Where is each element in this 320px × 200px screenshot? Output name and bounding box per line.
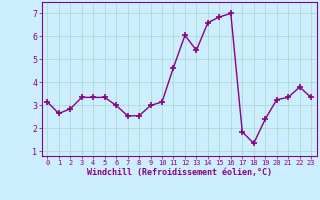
X-axis label: Windchill (Refroidissement éolien,°C): Windchill (Refroidissement éolien,°C) (87, 168, 272, 177)
